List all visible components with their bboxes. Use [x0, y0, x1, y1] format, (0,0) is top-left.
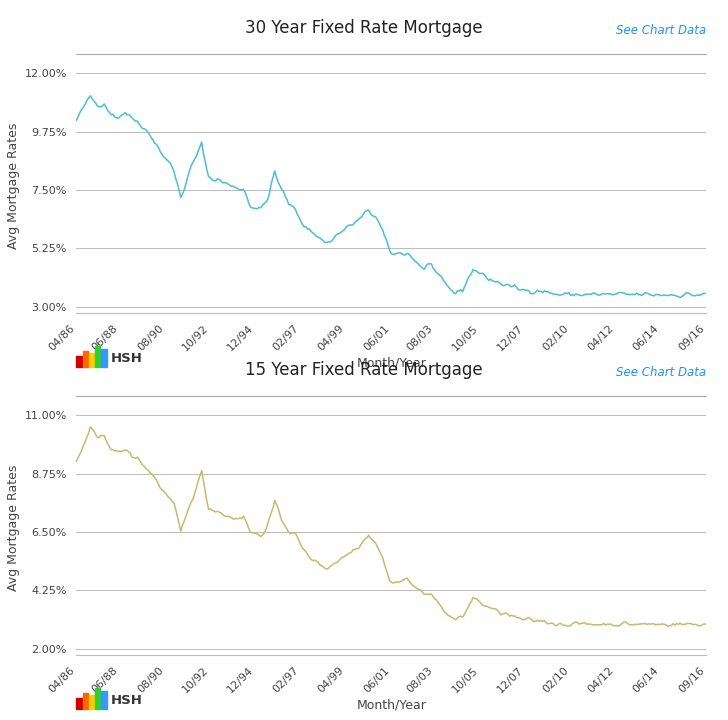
Y-axis label: Avg Mortgage Rates: Avg Mortgage Rates	[7, 464, 20, 590]
Text: HSH: HSH	[111, 694, 142, 707]
Y-axis label: Avg Mortgage Rates: Avg Mortgage Rates	[7, 122, 20, 248]
Text: 15 Year Fixed Rate Mortgage: 15 Year Fixed Rate Mortgage	[245, 361, 483, 379]
Text: 30 Year Fixed Rate Mortgage: 30 Year Fixed Rate Mortgage	[245, 19, 483, 37]
X-axis label: Month/Year: Month/Year	[357, 357, 426, 370]
Text: See Chart Data: See Chart Data	[616, 24, 706, 37]
X-axis label: Month/Year: Month/Year	[357, 699, 426, 712]
Text: HSH: HSH	[111, 352, 142, 365]
Text: See Chart Data: See Chart Data	[616, 366, 706, 379]
